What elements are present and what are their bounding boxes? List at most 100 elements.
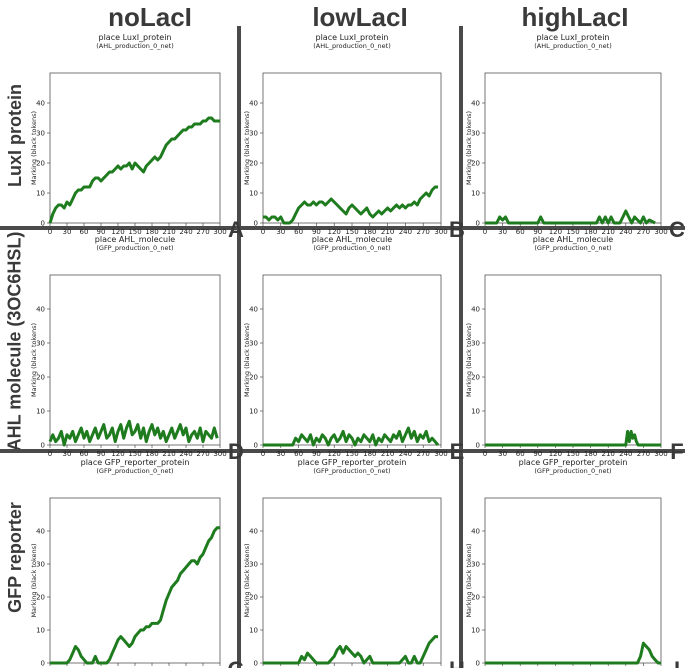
plot-frame [49, 72, 221, 224]
x-tick-label: 60 [80, 228, 89, 236]
chart-panel-f: place AHL_molecule (GFP_production_0_net)… [465, 232, 684, 464]
x-tick-label: 210 [381, 450, 394, 458]
y-tick-label: 40 [249, 306, 258, 314]
plot-frame [262, 274, 442, 446]
plot-frame [262, 497, 442, 664]
y-tick-label: 40 [471, 306, 480, 314]
y-axis-label: Marking (black tokens) [243, 323, 251, 397]
x-tick-label: 30 [276, 228, 285, 236]
x-tick-label: 120 [328, 228, 341, 236]
column-separator-1 [237, 26, 241, 668]
y-tick-label: 40 [249, 528, 258, 536]
y-tick-label: 30 [471, 130, 480, 138]
chart-subtitle: (AHL_production_0_net) [313, 42, 390, 50]
chart-panel-a: place LuxI_protein (AHL_production_0_net)… [30, 30, 244, 242]
chart-h: place GFP_reporter_protein(GFP_productio… [243, 458, 465, 668]
x-tick-label: 120 [549, 228, 562, 236]
y-tick-label: 10 [471, 190, 480, 198]
chart-e: place AHL_molecule(GFP_production_0_net)… [243, 235, 464, 464]
y-tick-label: 10 [36, 408, 45, 416]
chart-title: place AHL_molecule [312, 235, 393, 244]
chart-title: place AHL_molecule [95, 235, 176, 244]
x-tick-label: 180 [363, 450, 376, 458]
x-tick-label: 60 [516, 228, 525, 236]
x-tick-label: 90 [533, 228, 542, 236]
x-tick-label: 30 [63, 228, 72, 236]
x-tick-label: 150 [345, 228, 358, 236]
x-tick-label: 150 [566, 228, 579, 236]
y-axis-label: Marking (black tokens) [465, 543, 473, 617]
column-header-highlaci: highLacI [521, 2, 629, 32]
chart-subtitle: (AHL_production_0_net) [534, 42, 611, 50]
y-tick-label: 30 [249, 340, 258, 348]
x-tick-label: 30 [276, 450, 285, 458]
chart-panel-d: place AHL_molecule (GFP_production_0_net)… [30, 232, 244, 464]
y-tick-label: 10 [36, 627, 45, 635]
y-tick-label: 30 [36, 340, 45, 348]
y-tick-label: 40 [471, 528, 480, 536]
chart-title: place LuxI_protein [99, 33, 172, 42]
x-tick-label: 90 [97, 228, 106, 236]
y-tick-label: 0 [254, 220, 258, 228]
series-line [263, 426, 440, 447]
chart-panel-i: place GFP_reporter_protein (GFP_productio… [465, 455, 683, 668]
x-tick-label: 180 [363, 228, 376, 236]
chart-panel-c: place LuxI_protein (AHL_production_0_net)… [465, 30, 685, 242]
panel-letter: A [228, 217, 244, 242]
row-header-luxi-protein: LuxI protein [4, 83, 25, 187]
y-tick-label: 20 [471, 594, 480, 602]
chart-subtitle: (AHL_production_0_net) [96, 42, 173, 50]
row-separator-2 [0, 449, 685, 453]
y-tick-label: 0 [254, 660, 258, 668]
chart-title: place AHL_molecule [533, 235, 614, 244]
series-line [485, 641, 661, 665]
x-tick-label: 180 [584, 228, 597, 236]
x-tick-label: 0 [48, 228, 52, 236]
x-tick-label: 210 [162, 228, 175, 236]
y-tick-label: 0 [41, 660, 45, 668]
x-tick-label: 210 [602, 228, 615, 236]
panel-letter: E [450, 439, 465, 464]
series-line [263, 185, 438, 225]
chart-a: place LuxI_protein(AHL_production_0_net)… [30, 33, 244, 242]
x-tick-label: 120 [549, 450, 562, 458]
x-tick-label: 270 [637, 450, 650, 458]
chart-title: place GFP_reporter_protein [81, 458, 190, 467]
y-tick-label: 30 [36, 561, 45, 569]
x-tick-label: 120 [111, 228, 124, 236]
y-tick-label: 20 [36, 160, 45, 168]
y-tick-label: 30 [249, 561, 258, 569]
chart-title: place LuxI_protein [316, 33, 389, 42]
x-tick-label: 60 [294, 228, 303, 236]
y-tick-label: 40 [36, 100, 45, 108]
y-tick-label: 40 [249, 100, 258, 108]
x-tick-label: 240 [619, 450, 632, 458]
x-tick-label: 90 [533, 450, 542, 458]
chart-panel-g: place GFP_reporter_protein (GFP_productio… [30, 455, 245, 668]
y-tick-label: 40 [36, 528, 45, 536]
y-tick-label: 0 [476, 220, 480, 228]
y-tick-label: 30 [249, 130, 258, 138]
y-axis-label: Marking (black tokens) [243, 111, 251, 185]
row-header-ahl-molecule: AHL molecule (3OC6HSL) [4, 231, 25, 451]
x-tick-label: 30 [63, 450, 72, 458]
x-tick-label: 180 [584, 450, 597, 458]
series-line [485, 209, 656, 225]
row-header-gfp-reporter: GFP reporter [4, 502, 25, 613]
plot-frame [484, 497, 662, 664]
y-tick-label: 10 [249, 408, 258, 416]
x-tick-label: 240 [619, 228, 632, 236]
x-tick-label: 240 [179, 450, 192, 458]
x-tick-label: 0 [483, 228, 487, 236]
chart-subtitle: (GFP_production_0_net) [96, 244, 173, 252]
y-tick-label: 20 [249, 594, 258, 602]
x-tick-label: 150 [128, 228, 141, 236]
x-tick-label: 180 [145, 228, 158, 236]
y-tick-label: 20 [249, 160, 258, 168]
x-tick-label: 60 [294, 450, 303, 458]
x-tick-label: 240 [399, 450, 412, 458]
y-tick-label: 20 [471, 160, 480, 168]
x-tick-label: 120 [328, 450, 341, 458]
series-line [48, 419, 219, 447]
x-tick-label: 240 [399, 228, 412, 236]
